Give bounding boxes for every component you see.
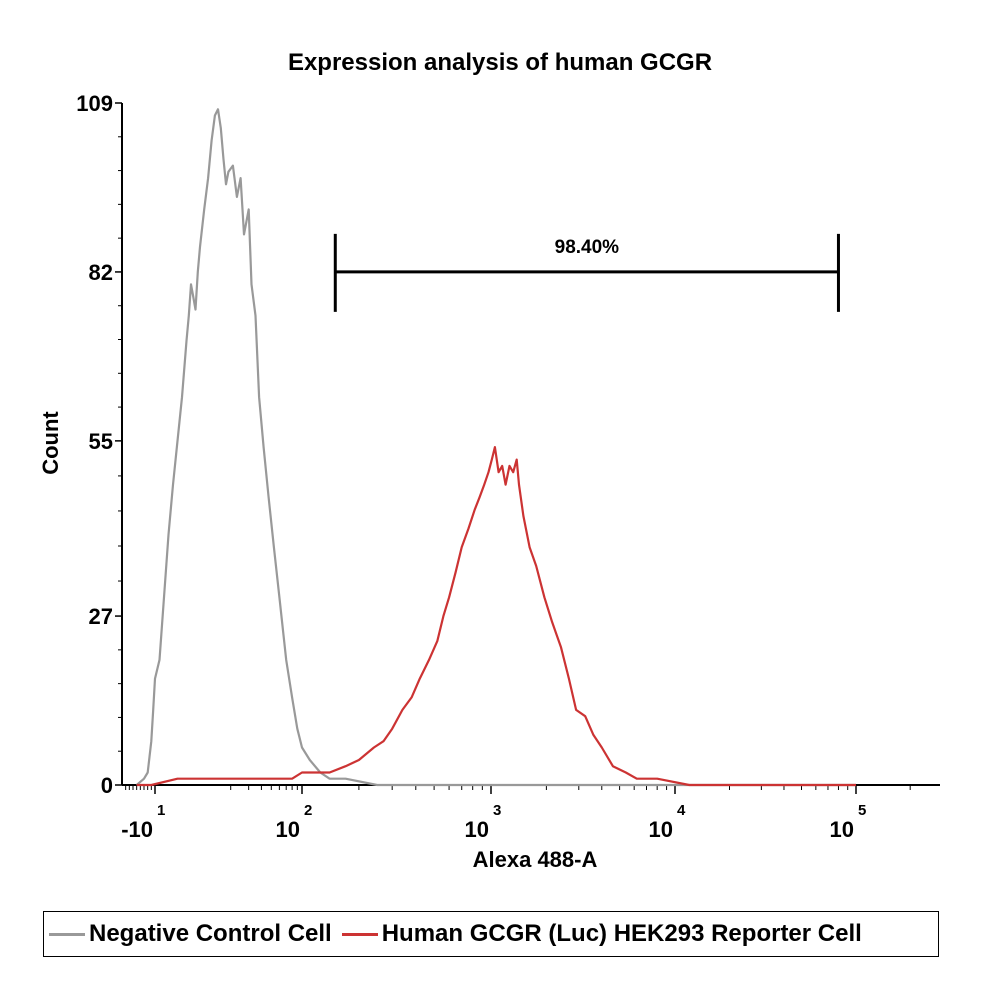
series-negative-control bbox=[135, 108, 856, 787]
series-gcgr-reporter bbox=[136, 446, 856, 787]
series-layer bbox=[135, 108, 856, 787]
x-tick-exponent: 1 bbox=[157, 802, 165, 819]
y-tick-label: 27 bbox=[89, 604, 113, 629]
y-tick-label: 109 bbox=[76, 91, 113, 116]
x-tick-exponent: 2 bbox=[304, 802, 312, 819]
y-tick-label: 82 bbox=[89, 260, 113, 285]
x-tick-exponent: 4 bbox=[677, 802, 686, 819]
gate-label: 98.40% bbox=[555, 237, 620, 258]
x-tick-label: 10 bbox=[830, 817, 854, 842]
x-axis-label: Alexa 488-A bbox=[473, 847, 598, 872]
legend-swatch-gcgr-reporter bbox=[341, 932, 378, 936]
chart-title: Expression analysis of human GCGR bbox=[288, 49, 712, 76]
legend-swatch-negative-control bbox=[49, 932, 85, 936]
x-tick-label: 10 bbox=[465, 817, 489, 842]
x-tick-exponent: 5 bbox=[858, 802, 866, 819]
legend-label-negative-control: Negative Control Cell bbox=[89, 920, 332, 947]
y-axis-label: Count bbox=[38, 411, 63, 475]
y-tick-label: 55 bbox=[89, 429, 113, 454]
gate-marker: 98.40% bbox=[333, 233, 840, 312]
legend: Negative Control Cell Human GCGR (Luc) H… bbox=[43, 911, 939, 957]
x-tick-exponent: 3 bbox=[493, 802, 501, 819]
y-tick-label: 0 bbox=[101, 773, 113, 798]
legend-label-gcgr-reporter: Human GCGR (Luc) HEK293 Reporter Cell bbox=[381, 920, 862, 947]
x-tick-label: 10 bbox=[276, 817, 300, 842]
x-tick-label: 10 bbox=[649, 817, 673, 842]
x-tick-label: -10 bbox=[121, 817, 153, 842]
